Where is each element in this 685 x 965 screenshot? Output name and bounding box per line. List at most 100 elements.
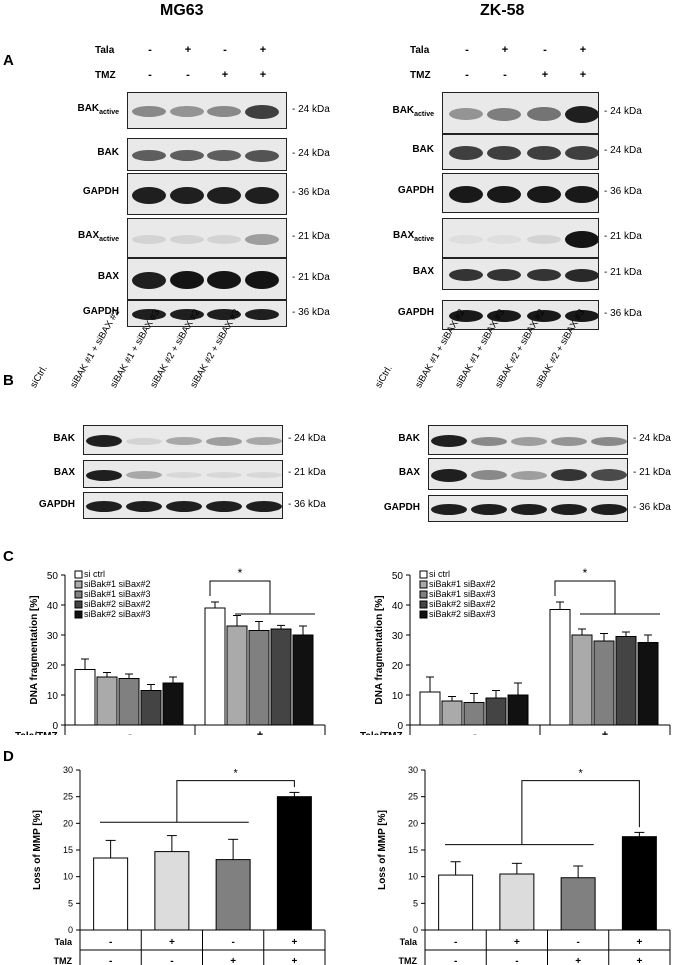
- blot-a-mg63-row-0: [127, 92, 287, 129]
- tala-sign: -: [543, 44, 547, 56]
- band: [471, 470, 507, 480]
- tmz-sign: +: [579, 69, 587, 81]
- bar: [438, 874, 474, 931]
- kda-marker: - 21 kDa: [633, 467, 671, 478]
- legend-swatch: [74, 580, 83, 589]
- y-axis-label: DNA fragmentation [%]: [29, 595, 40, 704]
- protein-name: BAK: [392, 105, 415, 116]
- band: [132, 150, 166, 161]
- significance-bracket: [554, 580, 616, 614]
- bar: [637, 642, 659, 726]
- band: [207, 106, 241, 117]
- legend-label: siBak#2 siBax#3: [84, 609, 151, 619]
- band: [471, 436, 507, 446]
- category-label: -: [473, 729, 477, 735]
- row-label: BAX: [47, 271, 119, 282]
- blot-a-mg63-row-1: [127, 138, 287, 171]
- tala-sign: +: [169, 937, 175, 948]
- y-tick-label: 20: [408, 818, 418, 828]
- band: [511, 470, 547, 480]
- band: [245, 149, 279, 162]
- protein-name: GAPDH: [397, 307, 434, 318]
- tala-label-a-zk58: Tala: [410, 45, 430, 56]
- bar: [463, 702, 485, 726]
- tala-label-a-mg63: Tala: [95, 45, 115, 56]
- tala-sign: -: [576, 937, 579, 948]
- tala-sign: -: [109, 937, 112, 948]
- row-label: GAPDH: [362, 185, 434, 196]
- tala-sign: -: [465, 44, 469, 56]
- band: [206, 436, 242, 446]
- bar: [549, 609, 571, 726]
- lane-label-text: siCtrl.: [28, 363, 50, 390]
- protein-name: BAK: [412, 144, 434, 155]
- blot-a-zk58-row-0: [442, 92, 599, 134]
- protein-name: GAPDH: [82, 305, 119, 317]
- band: [591, 504, 627, 515]
- kda-marker: - 36 kDa: [604, 186, 642, 197]
- legend-swatch: [419, 610, 428, 619]
- band: [591, 469, 627, 481]
- tmz-sign: +: [259, 69, 267, 81]
- band: [170, 186, 204, 204]
- bar: [93, 857, 129, 931]
- band: [431, 468, 467, 482]
- blot-a-zk58-row-4: [442, 258, 599, 290]
- row-label: BAKactive: [362, 105, 434, 118]
- row-label-tala: Tala: [400, 937, 418, 947]
- bar: [204, 607, 226, 726]
- legend-swatch: [419, 600, 428, 609]
- band: [246, 472, 282, 478]
- band: [170, 150, 204, 161]
- legend-swatch: [74, 610, 83, 619]
- y-tick-label: 0: [397, 721, 403, 732]
- y-tick-label: 50: [47, 571, 59, 582]
- tmz-sign: -: [454, 956, 457, 965]
- tmz-sign: -: [170, 956, 173, 965]
- y-tick-label: 10: [408, 872, 418, 882]
- row-label: BAK: [53, 433, 75, 444]
- tala-sign: -: [223, 44, 227, 56]
- tmz-sign: -: [503, 69, 507, 81]
- band: [591, 436, 627, 446]
- legend-swatch: [419, 570, 428, 579]
- band: [86, 435, 122, 447]
- kda-marker: - 36 kDa: [292, 187, 330, 198]
- bar: [560, 877, 596, 931]
- band: [527, 107, 561, 121]
- band: [487, 185, 521, 203]
- tala-sign: +: [579, 44, 587, 56]
- band: [86, 469, 122, 481]
- kda-marker: - 24 kDa: [288, 433, 326, 444]
- bar: [615, 636, 637, 726]
- band: [166, 501, 202, 512]
- kda-marker: - 36 kDa: [604, 308, 642, 319]
- tmz-sign: -: [186, 69, 190, 81]
- y-tick-label: 20: [392, 661, 404, 672]
- tmz-sign: +: [291, 956, 297, 965]
- row-label: BAKactive: [47, 103, 119, 116]
- band: [431, 504, 467, 515]
- chart-d-mg63: 0 5 10 15 20 25 30 Loss of MMP [%] - - + - - + + + Tala T…: [32, 765, 326, 965]
- band: [487, 269, 521, 281]
- y-tick-label: 0: [68, 925, 73, 935]
- band: [126, 501, 162, 512]
- bar: [499, 873, 535, 931]
- chart-c-zk58: 0 10 20 30 40 50 DNA fragmentation [%] - + Tala/T…: [360, 566, 671, 735]
- y-axis-label: Loss of MMP [%]: [32, 810, 43, 890]
- blot-a-zk58-row-1: [442, 134, 599, 170]
- y-tick-label: 30: [392, 631, 404, 642]
- tala-sign: -: [148, 44, 152, 56]
- row-label: BAK: [398, 433, 420, 444]
- tala-sign: +: [514, 937, 520, 948]
- tmz-label-a-mg63: TMZ: [95, 70, 116, 81]
- y-tick-label: 30: [63, 765, 73, 775]
- band: [207, 271, 241, 289]
- band: [166, 437, 202, 445]
- significance-bracket: [209, 580, 271, 614]
- x-axis-label: Tala/TMZ: [360, 731, 403, 735]
- band: [565, 185, 598, 203]
- protein-name: BAK: [77, 102, 100, 114]
- bar: [276, 796, 312, 931]
- significance-star: *: [238, 566, 243, 580]
